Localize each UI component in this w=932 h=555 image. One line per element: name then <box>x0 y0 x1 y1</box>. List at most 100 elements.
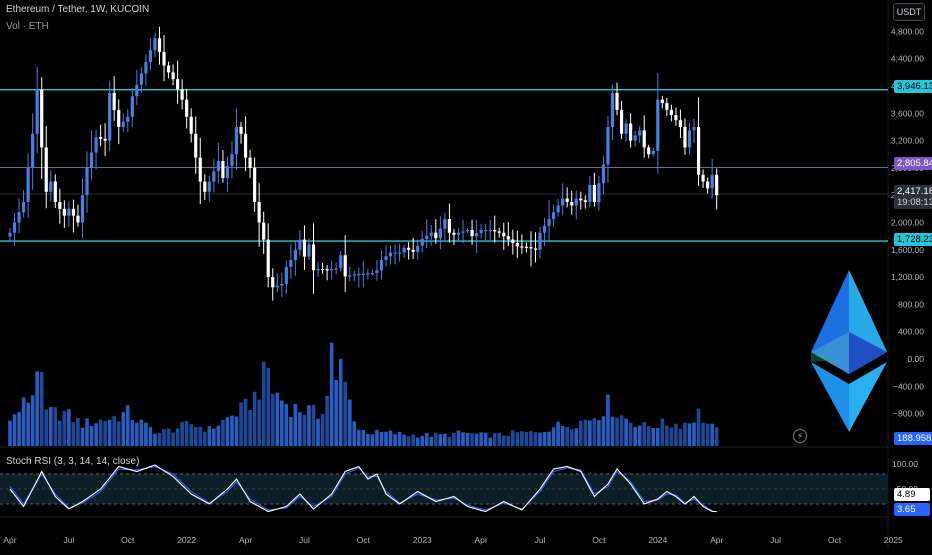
volume-bar <box>429 436 434 446</box>
candle-body <box>298 239 302 250</box>
candle-body <box>592 184 596 203</box>
volume-bar <box>71 422 76 446</box>
candle-body <box>561 198 565 206</box>
candle-body <box>262 222 266 240</box>
volume-bar <box>275 392 280 446</box>
candle-body <box>420 238 424 246</box>
candle-body <box>642 130 646 148</box>
volume-bar <box>125 405 130 446</box>
candle-body <box>307 244 311 257</box>
candle-body <box>339 255 343 269</box>
candle-body <box>556 205 560 213</box>
volume-bar <box>234 416 239 446</box>
candle-body <box>710 174 714 189</box>
candle-body <box>375 270 379 274</box>
volume-bar <box>551 427 556 446</box>
candle-body <box>674 115 678 121</box>
candle-body <box>683 126 687 148</box>
volume-bar <box>53 407 58 446</box>
volume-bar <box>583 419 588 446</box>
y-axis-tick-label: 3,600.00 <box>891 108 924 118</box>
candle-body <box>275 285 279 288</box>
x-axis-tick-label: Oct <box>828 535 842 545</box>
volume-bar <box>121 412 126 446</box>
volume-bar <box>230 415 234 446</box>
candle-body <box>157 38 162 52</box>
volume-bar <box>479 432 483 446</box>
candle-body <box>706 181 710 189</box>
volume-bar <box>683 422 687 446</box>
volume-bar <box>538 432 542 446</box>
volume-bar <box>76 417 80 446</box>
candle-body <box>629 123 633 141</box>
volume-bar <box>642 422 646 446</box>
candle-body <box>583 200 587 203</box>
volume-bar <box>352 421 357 446</box>
volume-bar <box>26 402 30 446</box>
volume-bar <box>492 433 497 446</box>
volume-bar <box>597 420 601 446</box>
volume-bar <box>529 431 533 446</box>
candle-body <box>343 255 347 277</box>
volume-bar <box>624 418 628 446</box>
candle-body <box>325 269 329 271</box>
volume-bar <box>474 433 479 446</box>
volume-bar <box>366 434 370 446</box>
candle-body <box>520 246 524 248</box>
volume-bar <box>520 431 524 446</box>
candle-body <box>121 121 125 127</box>
candle-body <box>21 202 26 213</box>
candle-body <box>452 232 456 235</box>
candle-body <box>234 126 239 155</box>
volume-bar <box>483 432 488 446</box>
candle-body <box>166 65 171 73</box>
candle-body <box>379 260 384 271</box>
candle-body <box>443 219 447 229</box>
x-axis-tick-label: 2022 <box>177 535 196 545</box>
candle-body <box>207 181 211 192</box>
candle-body <box>53 181 57 203</box>
volume-bar <box>284 404 289 446</box>
volume-bar <box>370 434 375 446</box>
currency-button[interactable]: USDT <box>893 3 925 21</box>
candle-body <box>411 249 415 252</box>
volume-bar <box>347 399 352 446</box>
volume-bars-group <box>8 342 719 446</box>
candle-body <box>311 244 316 271</box>
candle-body <box>17 212 21 223</box>
x-axis-tick-label: Jul <box>299 535 310 545</box>
volume-bar <box>175 428 180 446</box>
candle-body <box>239 126 243 134</box>
x-axis-tick-label: Oct <box>357 535 371 545</box>
candle-body <box>651 150 655 155</box>
volume-bar <box>266 367 271 446</box>
candle-body <box>597 183 601 203</box>
candle-body <box>357 274 361 276</box>
candle-body <box>579 198 583 201</box>
volume-bar <box>202 431 207 446</box>
volume-bar <box>166 428 171 446</box>
candle-body <box>94 137 98 153</box>
x-axis-tick-label: Apr <box>3 535 16 545</box>
volume-bar <box>184 421 189 446</box>
volume-bar <box>420 435 425 446</box>
lightning-icon[interactable]: ⚡ <box>793 429 807 443</box>
volume-bar <box>674 423 678 446</box>
volume-bar <box>696 408 701 446</box>
candle-body <box>180 89 184 100</box>
volume-bar <box>560 426 565 446</box>
volume-bar <box>361 429 366 446</box>
candle-body <box>601 164 606 184</box>
volume-bar <box>243 398 248 446</box>
candle-body <box>103 138 107 141</box>
candle-body <box>429 232 433 236</box>
volume-bar <box>207 426 212 446</box>
volume-bar <box>148 427 153 446</box>
candle-body <box>8 232 12 237</box>
candle-body <box>529 247 533 249</box>
volume-bar <box>384 431 388 446</box>
volume-bar <box>660 418 665 446</box>
volume-bar <box>533 432 538 446</box>
